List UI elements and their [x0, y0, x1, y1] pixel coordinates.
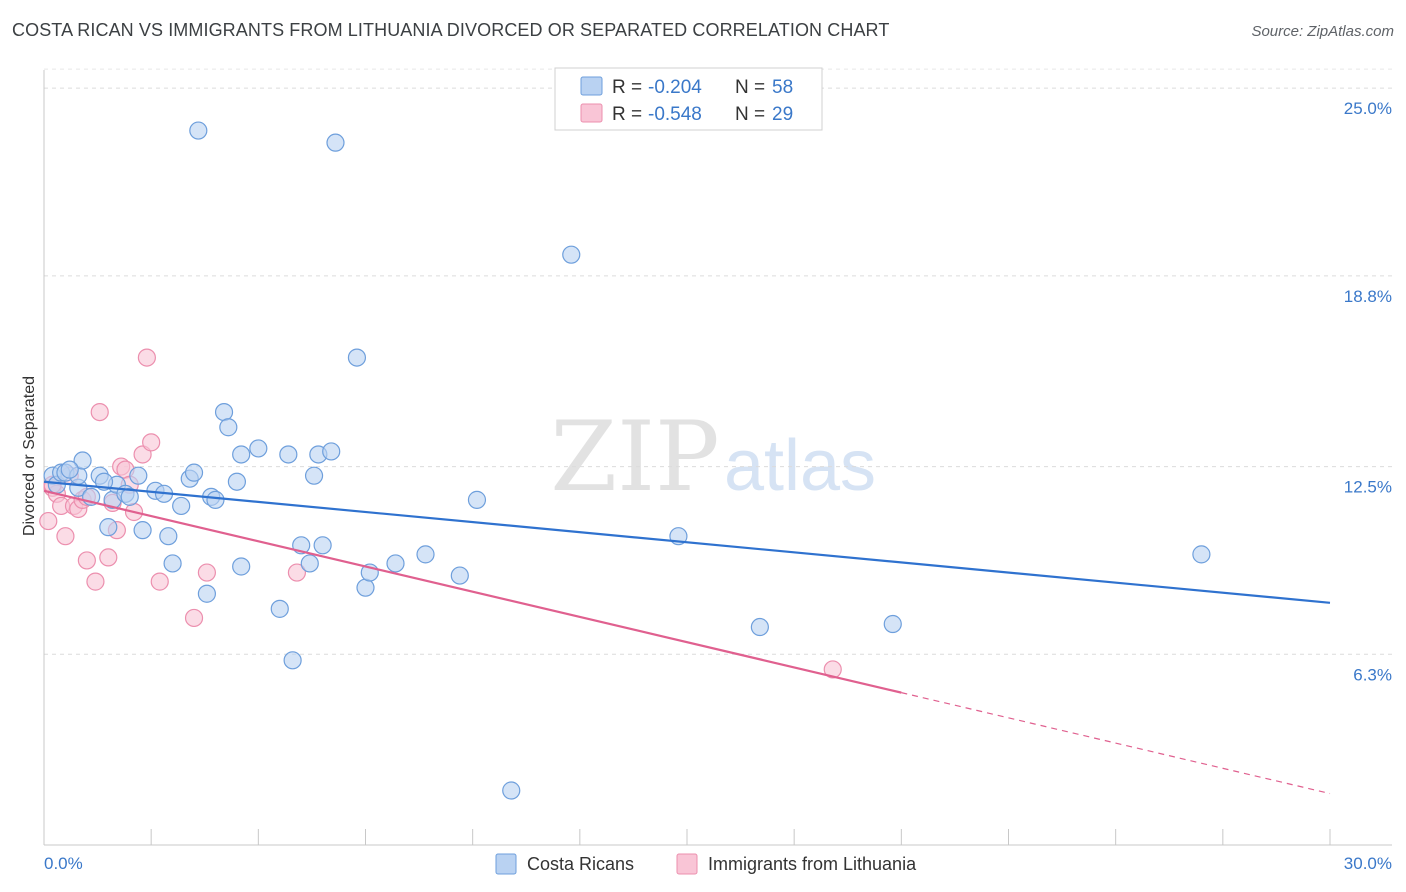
- costa-rican-point: [386, 554, 405, 573]
- costa-rican-trend-line: [43, 480, 1331, 604]
- stats-r-label: R =: [612, 104, 642, 125]
- costa-rican-point: [232, 445, 251, 464]
- y-tick-labels: 6.3% 12.5% 18.8% 25.0%: [1344, 99, 1392, 684]
- costa-rican-point: [214, 402, 234, 422]
- costa-rican-point: [326, 133, 345, 152]
- costa-rican-point: [60, 460, 79, 479]
- watermark-atlas: atlas: [724, 426, 876, 506]
- lithuania-point: [39, 511, 58, 531]
- costa-rican-point: [416, 545, 435, 564]
- legend-label-lithuania: Immigrants from Lithuania: [708, 854, 917, 874]
- costa-rican-point: [883, 614, 902, 634]
- series-lithuania-points: [39, 348, 842, 679]
- trend-lines: [43, 480, 1331, 795]
- costa-rican-point: [270, 599, 289, 618]
- costa-rican-point: [120, 487, 139, 506]
- stats-r-label: R =: [612, 77, 642, 98]
- costa-rican-point: [133, 521, 152, 540]
- lithuania-point: [86, 572, 105, 591]
- stats-n-value: 58: [772, 77, 793, 98]
- costa-rican-point: [184, 463, 204, 482]
- lithuania-point: [142, 433, 161, 452]
- chart-title: COSTA RICAN VS IMMIGRANTS FROM LITHUANIA…: [12, 20, 890, 40]
- lithuania-point: [77, 551, 96, 570]
- costa-rican-point: [172, 496, 191, 516]
- lithuania-point: [150, 572, 169, 591]
- costa-rican-point: [313, 536, 332, 555]
- costa-rican-point: [99, 518, 118, 537]
- costa-rican-point: [219, 418, 238, 437]
- lithuania-point: [137, 348, 156, 367]
- stats-r-value: -0.548: [648, 104, 702, 125]
- x-tick-label-min: 0.0%: [44, 854, 83, 873]
- lithuania-point: [287, 563, 307, 582]
- costa-rican-point: [450, 566, 469, 585]
- series-costa-rican-points: [43, 121, 1211, 800]
- costa-rican-point: [163, 554, 182, 573]
- costa-rican-point: [73, 451, 92, 470]
- lithuania-point: [56, 527, 75, 546]
- costa-rican-point: [562, 245, 581, 264]
- costa-rican-point: [129, 466, 148, 485]
- source-credit: Source: ZipAtlas.com: [1251, 23, 1394, 40]
- lithuania-point: [197, 563, 216, 582]
- costa-rican-point: [347, 348, 367, 367]
- stats-legend-swatch-blue: [580, 76, 603, 96]
- x-tick-label-max: 30.0%: [1344, 854, 1392, 873]
- costa-rican-point: [197, 584, 216, 603]
- costa-rican-point: [232, 557, 251, 576]
- costa-rican-point: [227, 472, 246, 491]
- costa-rican-point: [249, 439, 268, 458]
- costa-rican-point: [279, 445, 298, 464]
- costa-rican-point: [206, 490, 225, 509]
- axes: [43, 70, 1392, 846]
- costa-rican-point: [750, 617, 769, 637]
- lithuania-point: [823, 660, 842, 679]
- watermark-zip: ZIP: [550, 401, 719, 513]
- watermark: ZIP atlas: [550, 401, 876, 513]
- stats-n-value: 29: [772, 104, 793, 125]
- costa-rican-point: [304, 466, 324, 485]
- costa-rican-point: [159, 527, 178, 546]
- stats-legend-swatch-pink: [580, 103, 603, 123]
- lithuania-trend-line-extension: [901, 692, 1331, 795]
- legend-swatch-lithuania: [676, 853, 698, 875]
- lithuania-trend-line: [43, 489, 902, 694]
- stats-r-value: -0.204: [648, 77, 702, 98]
- y-tick-label: 12.5%: [1344, 478, 1392, 497]
- stats-legend: R = -0.204 N = 58 R = -0.548 N = 29: [554, 67, 823, 131]
- y-tick-label: 6.3%: [1353, 665, 1392, 684]
- lithuania-point: [184, 608, 204, 628]
- y-tick-label: 18.8%: [1344, 287, 1392, 306]
- lithuania-point: [90, 402, 109, 422]
- costa-rican-point: [322, 442, 341, 461]
- costa-rican-point: [1192, 545, 1211, 564]
- lithuania-point: [99, 548, 118, 567]
- legend-label-costa-ricans: Costa Ricans: [527, 854, 634, 874]
- series-legend: Costa Ricans Immigrants from Lithuania: [495, 853, 917, 875]
- costa-rican-point: [189, 121, 208, 140]
- y-tick-label: 25.0%: [1344, 99, 1392, 118]
- costa-rican-point: [356, 578, 375, 597]
- stats-n-label: N =: [735, 104, 765, 125]
- stats-n-label: N =: [735, 77, 765, 98]
- costa-rican-point: [300, 554, 319, 573]
- y-axis-label: Divorced or Separated: [21, 376, 38, 536]
- costa-rican-point: [502, 781, 521, 800]
- x-ticks: [43, 829, 1331, 845]
- costa-rican-point: [467, 490, 487, 509]
- costa-rican-point: [283, 651, 302, 670]
- legend-swatch-costa-ricans: [495, 853, 517, 875]
